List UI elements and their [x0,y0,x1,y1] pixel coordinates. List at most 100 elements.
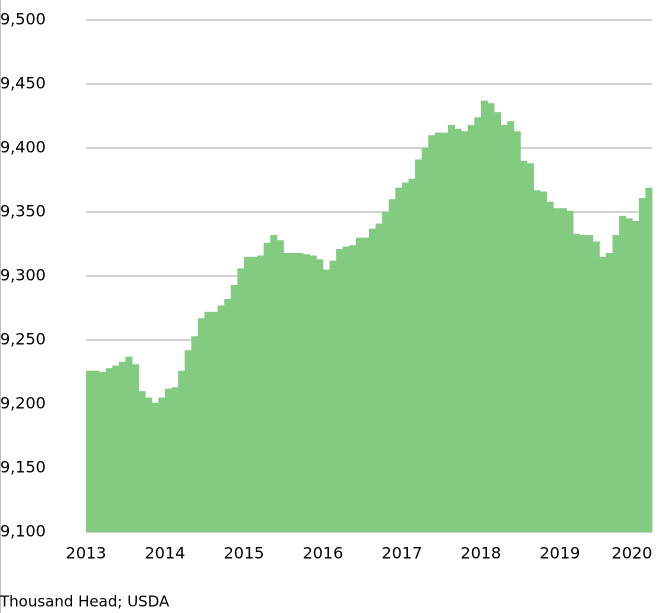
bar [316,259,324,532]
bar [178,370,186,532]
bar [513,131,521,533]
x-tick-label: 2016 [303,544,344,563]
bar [257,255,265,532]
bar [467,124,475,533]
bar [520,160,528,533]
x-tick-label: 2015 [224,544,265,563]
bar [612,235,620,533]
bar [487,103,495,532]
bar [638,197,646,533]
bar [566,210,574,532]
bar [592,241,600,532]
y-tick-label: 9,500 [0,10,46,29]
bar [540,191,548,532]
bar [599,256,607,532]
bar [243,256,251,532]
bar [309,255,317,532]
y-tick-label: 9,300 [0,266,46,285]
bar [415,159,423,532]
bar [388,199,396,532]
bar [619,215,627,532]
bar [526,163,534,533]
bar [507,121,515,533]
bar [112,365,120,532]
bar [645,187,653,532]
bar [434,132,442,532]
bar [546,201,554,532]
bar [322,269,330,532]
bar [480,100,488,532]
bar [441,132,449,532]
bar [553,208,561,532]
bar [605,252,613,532]
bar [270,235,278,533]
bar [349,245,357,532]
bar [283,252,291,532]
bar [250,256,258,532]
bar [197,318,205,532]
bar [355,237,363,532]
y-tick-label: 9,350 [0,202,46,221]
bar [164,388,172,532]
bar [559,208,567,532]
bar [362,237,370,532]
x-tick-label: 2014 [145,544,186,563]
bar [494,112,502,532]
x-tick-label: 2017 [382,544,423,563]
bar [369,228,376,532]
x-tick-label: 2020 [612,544,653,563]
bar [329,260,337,532]
bar [395,187,403,532]
x-tick-label: 2013 [66,544,107,563]
y-tick-label: 9,100 [0,522,46,541]
bar [573,233,581,532]
bar [171,387,179,532]
bar [263,242,271,532]
bar [625,218,633,532]
bar [447,124,455,533]
bar [105,368,113,532]
bar [158,397,166,532]
bar [421,148,429,532]
bar [533,190,541,533]
bar [92,370,100,532]
bar [118,361,126,532]
bar [500,124,508,533]
bar [382,212,390,532]
bar [184,350,192,532]
bar [461,131,469,533]
bar [230,284,238,532]
bar [579,235,587,533]
bar [237,268,245,532]
bar [211,311,219,532]
bar [342,246,350,532]
bar [408,178,416,532]
bar [145,397,153,532]
y-tick-label: 9,200 [0,394,46,413]
y-tick-label: 9,250 [0,330,46,349]
y-tick-label: 9,400 [0,138,46,157]
bar [336,249,344,532]
bar [632,220,640,532]
bar [303,254,311,533]
bar [125,356,133,532]
bar [428,135,436,532]
bar [151,402,159,532]
bar [276,240,284,532]
bar [86,370,93,532]
bar [99,372,107,532]
bar [204,311,212,532]
bar [290,252,298,532]
y-tick-label: 9,150 [0,458,46,477]
bar [375,223,383,532]
bar [132,364,140,532]
bar [224,299,232,532]
y-tick-label: 9,450 [0,74,46,93]
bar [296,252,304,532]
x-tick-label: 2019 [540,544,581,563]
bar [138,391,146,532]
bar [217,305,225,532]
bar [191,336,199,532]
note: Thousand Head; USDA [0,593,170,611]
